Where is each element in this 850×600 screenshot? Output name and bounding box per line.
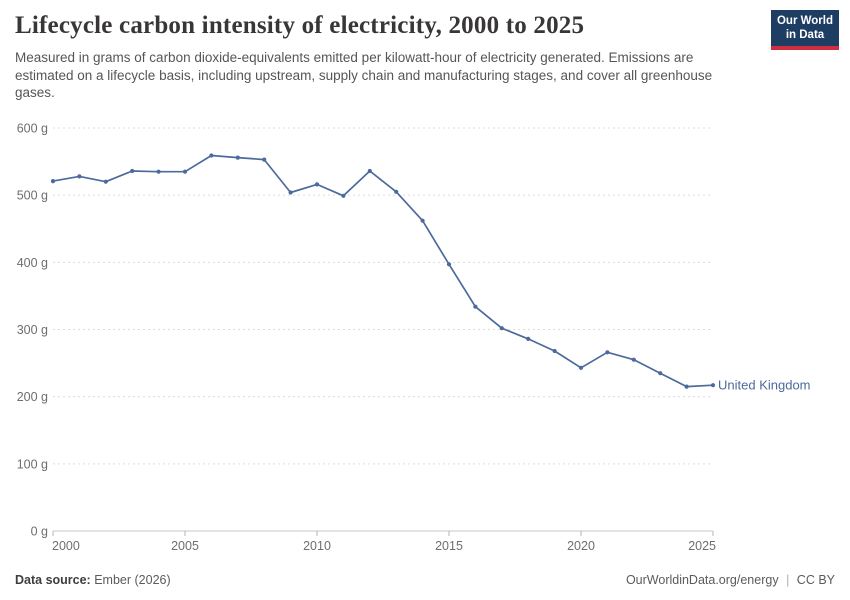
x-tick-label-2005: 2005 — [171, 539, 199, 553]
data-point-2021 — [605, 350, 610, 355]
owid-logo-box: Our World in Data — [771, 10, 839, 46]
data-point-2003 — [130, 168, 135, 174]
footer-separator: | — [786, 573, 790, 587]
data-point-2017 — [499, 326, 504, 331]
y-tick-label-200: 200 g — [17, 390, 48, 404]
data-point-2020 — [578, 365, 584, 370]
data-point-2005 — [182, 169, 188, 174]
data-point-2000 — [50, 179, 56, 184]
chart-header: Lifecycle carbon intensity of electricit… — [15, 12, 755, 102]
y-tick-label-300: 300 g — [17, 323, 48, 337]
data-point-2013 — [394, 189, 399, 194]
chart-footer: Data source: Ember (2026) OurWorldinData… — [15, 573, 835, 587]
data-point-2016 — [473, 304, 478, 309]
footer-links: OurWorldinData.org/energy | CC BY — [626, 573, 835, 587]
y-tick-label-0: 0 g — [31, 525, 48, 539]
data-source-value: Ember (2026) — [94, 573, 171, 587]
data-point-2012 — [367, 168, 372, 174]
y-tick-label-400: 400 g — [17, 256, 48, 270]
chart-title: Lifecycle carbon intensity of electricit… — [15, 12, 585, 39]
owid-energy-link[interactable]: OurWorldinData.org/energy — [625, 573, 779, 587]
data-point-2006 — [209, 153, 214, 158]
x-tick-label-2025: 2025 — [688, 539, 716, 553]
data-point-2022 — [631, 357, 636, 362]
data-point-2008 — [262, 157, 267, 162]
data-point-2025 — [710, 383, 716, 388]
y-tick-label-500: 500 g — [17, 189, 48, 203]
data-point-2014 — [420, 218, 425, 223]
data-point-2004 — [156, 169, 161, 174]
owid-logo-accent-bar — [771, 46, 839, 50]
data-point-2019 — [552, 348, 557, 354]
x-tick-label-2020: 2020 — [567, 539, 595, 553]
data-point-2024 — [684, 384, 689, 389]
data-source-label: Data source: — [15, 573, 91, 587]
y-tick-label-600: 600 g — [17, 122, 48, 136]
chart-subtitle: Measured in grams of carbon dioxide-equi… — [15, 50, 713, 100]
data-point-2010 — [314, 182, 320, 187]
data-point-2015 — [446, 262, 452, 267]
cc-by-link[interactable]: CC BY — [796, 573, 835, 587]
x-tick-label-2010: 2010 — [303, 539, 331, 553]
data-source: Data source: Ember (2026) — [15, 573, 171, 587]
data-point-2001 — [77, 174, 82, 179]
x-tick-label-2015: 2015 — [435, 539, 463, 553]
data-point-2011 — [341, 193, 346, 198]
data-point-2007 — [235, 155, 240, 160]
series-line — [52, 154, 714, 388]
data-point-2009 — [288, 190, 293, 195]
owid-logo-line1: Our World — [776, 15, 833, 27]
y-tick-label-100: 100 g — [17, 457, 48, 471]
x-tick-label-2000: 2000 — [52, 539, 80, 553]
series-label: United Kingdom — [718, 378, 811, 393]
data-point-2002 — [103, 179, 108, 184]
owid-logo[interactable]: Our World in Data — [771, 10, 839, 50]
data-point-2018 — [526, 336, 531, 341]
data-point-2023 — [658, 371, 663, 376]
owid-logo-line2: in Data — [785, 28, 825, 41]
